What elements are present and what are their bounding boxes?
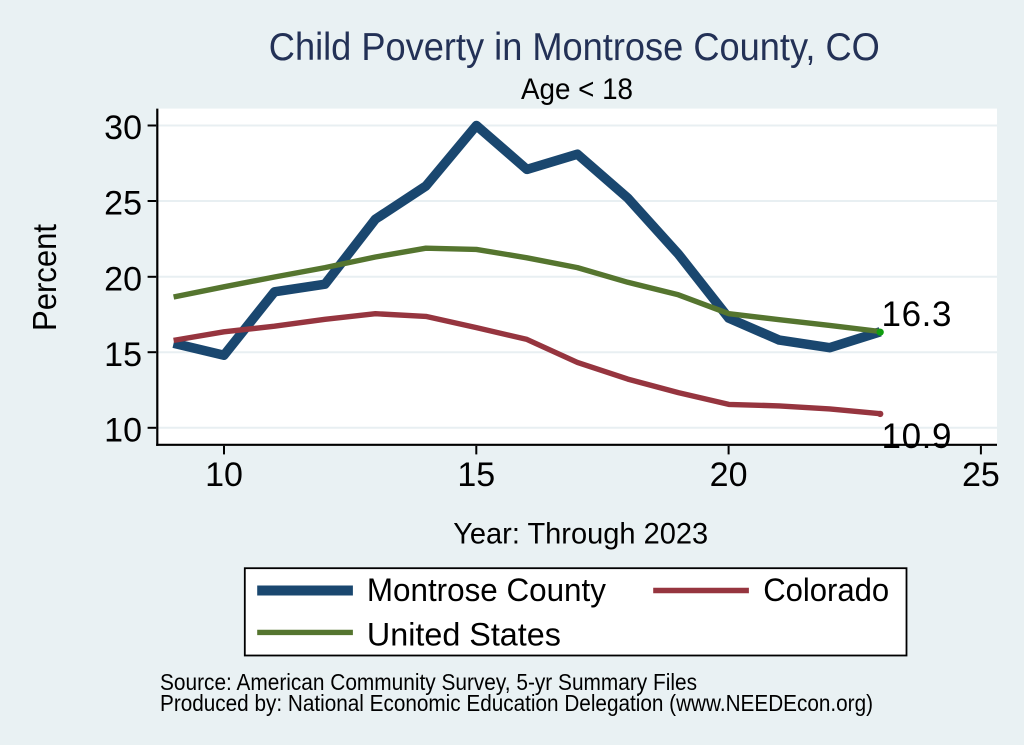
svg-text:Colorado: Colorado: [763, 572, 889, 608]
svg-text:Age < 18: Age < 18: [521, 73, 633, 106]
svg-text:Produced by: National Economic: Produced by: National Economic Education…: [160, 690, 873, 716]
svg-text:10: 10: [104, 412, 142, 450]
svg-text:10: 10: [205, 456, 243, 494]
svg-text:Child Poverty in Montrose Coun: Child Poverty in Montrose County, CO: [269, 26, 880, 69]
svg-text:Year: Through 2023: Year: Through 2023: [453, 518, 708, 551]
svg-text:25: 25: [104, 185, 142, 223]
svg-text:16.3: 16.3: [882, 295, 953, 334]
svg-text:Source: American Community Sur: Source: American Community Survey, 5-yr …: [160, 669, 697, 695]
svg-text:Percent: Percent: [26, 224, 63, 331]
svg-text:30: 30: [104, 109, 142, 147]
svg-text:25: 25: [962, 456, 1000, 494]
svg-text:20: 20: [104, 261, 142, 299]
svg-text:15: 15: [457, 456, 495, 494]
svg-text:Montrose County: Montrose County: [367, 572, 606, 608]
svg-text:United States: United States: [367, 617, 561, 653]
svg-text:20: 20: [710, 456, 748, 494]
svg-text:15: 15: [104, 336, 142, 374]
svg-text:10.9: 10.9: [882, 417, 953, 456]
